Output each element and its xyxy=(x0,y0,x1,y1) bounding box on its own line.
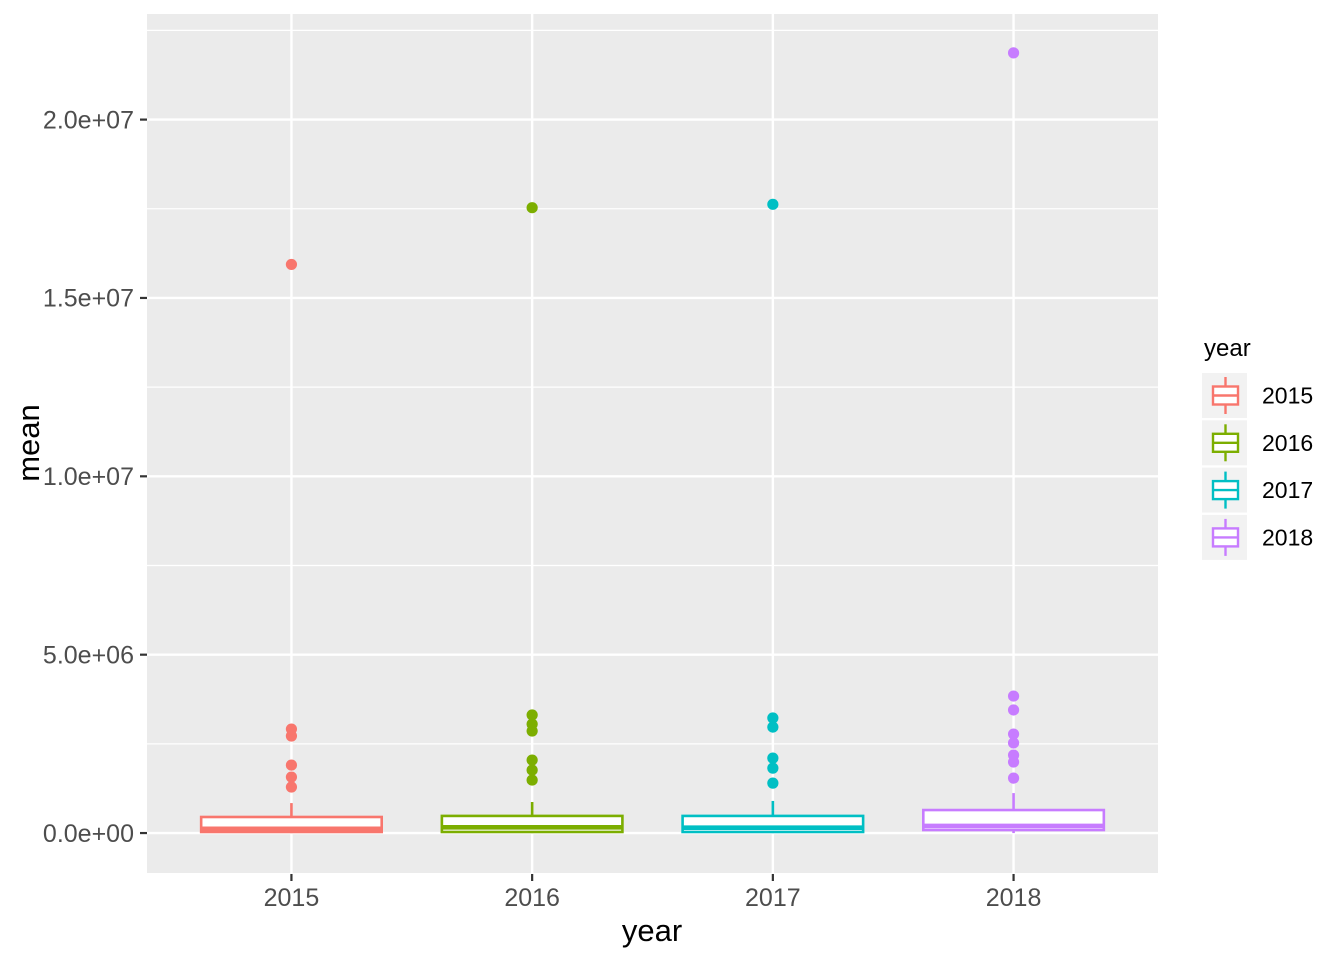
outlier-point xyxy=(285,781,298,793)
outlier-point xyxy=(1007,690,1020,702)
outlier-point xyxy=(1007,737,1020,749)
legend-item-label: 2015 xyxy=(1262,383,1313,409)
plot-panel: 0.0e+00 5.0e+06 1.0e+07 1.5e+07 2.0e+07 2015 2… xyxy=(43,14,1158,912)
outlier-point xyxy=(767,777,779,789)
legend-item-2015: 2015 xyxy=(1202,373,1313,418)
outlier-point xyxy=(1007,772,1020,784)
y-axis-title: mean xyxy=(11,404,46,482)
outlier-point xyxy=(285,771,298,783)
boxplot-2016 xyxy=(440,202,624,834)
panel-background xyxy=(147,14,1158,873)
x-tick-label: 2018 xyxy=(986,884,1042,912)
outlier-point xyxy=(526,764,538,776)
boxplot-2018 xyxy=(922,47,1106,834)
outlier-point xyxy=(526,754,538,766)
boxplot-2015 xyxy=(199,258,383,834)
outlier-point xyxy=(526,202,538,214)
outlier-point xyxy=(1007,704,1020,716)
x-axis-title: year xyxy=(622,913,682,948)
outlier-point xyxy=(767,752,779,764)
outlier-point xyxy=(285,258,298,271)
x-tick-label: 2017 xyxy=(745,884,801,912)
legend-item-label: 2016 xyxy=(1262,430,1313,456)
outlier-point xyxy=(767,198,779,210)
legend-item-2017: 2017 xyxy=(1202,467,1313,513)
outlier-point xyxy=(1007,728,1020,740)
legend-item-label: 2017 xyxy=(1262,477,1313,503)
legend-item-2016: 2016 xyxy=(1202,420,1313,466)
outlier-point xyxy=(767,712,779,724)
y-tick-label: 2.0e+07 xyxy=(43,106,134,134)
legend: 2015 2016 2017 2018 xyxy=(1202,373,1313,560)
outlier-point xyxy=(526,774,538,786)
outlier-point xyxy=(285,759,298,771)
outlier-point xyxy=(767,762,779,774)
y-tick-label: 1.5e+07 xyxy=(43,285,134,313)
outlier-point xyxy=(285,723,298,735)
outlier-point xyxy=(1007,749,1020,761)
x-tick-label: 2015 xyxy=(264,884,320,912)
y-tick-label: 0.0e+00 xyxy=(43,820,134,848)
y-tick-label: 5.0e+06 xyxy=(43,641,134,669)
outlier-point xyxy=(1007,47,1020,59)
outlier-point xyxy=(526,709,538,721)
x-tick-label: 2016 xyxy=(504,884,560,912)
legend-item-2018: 2018 xyxy=(1202,514,1313,560)
legend-title: year xyxy=(1204,335,1251,362)
outlier-point xyxy=(767,721,779,733)
y-tick-label: 1.0e+07 xyxy=(43,463,134,491)
outlier-point xyxy=(526,718,538,730)
boxplot-2017 xyxy=(681,198,865,834)
legend-item-label: 2018 xyxy=(1262,524,1313,550)
